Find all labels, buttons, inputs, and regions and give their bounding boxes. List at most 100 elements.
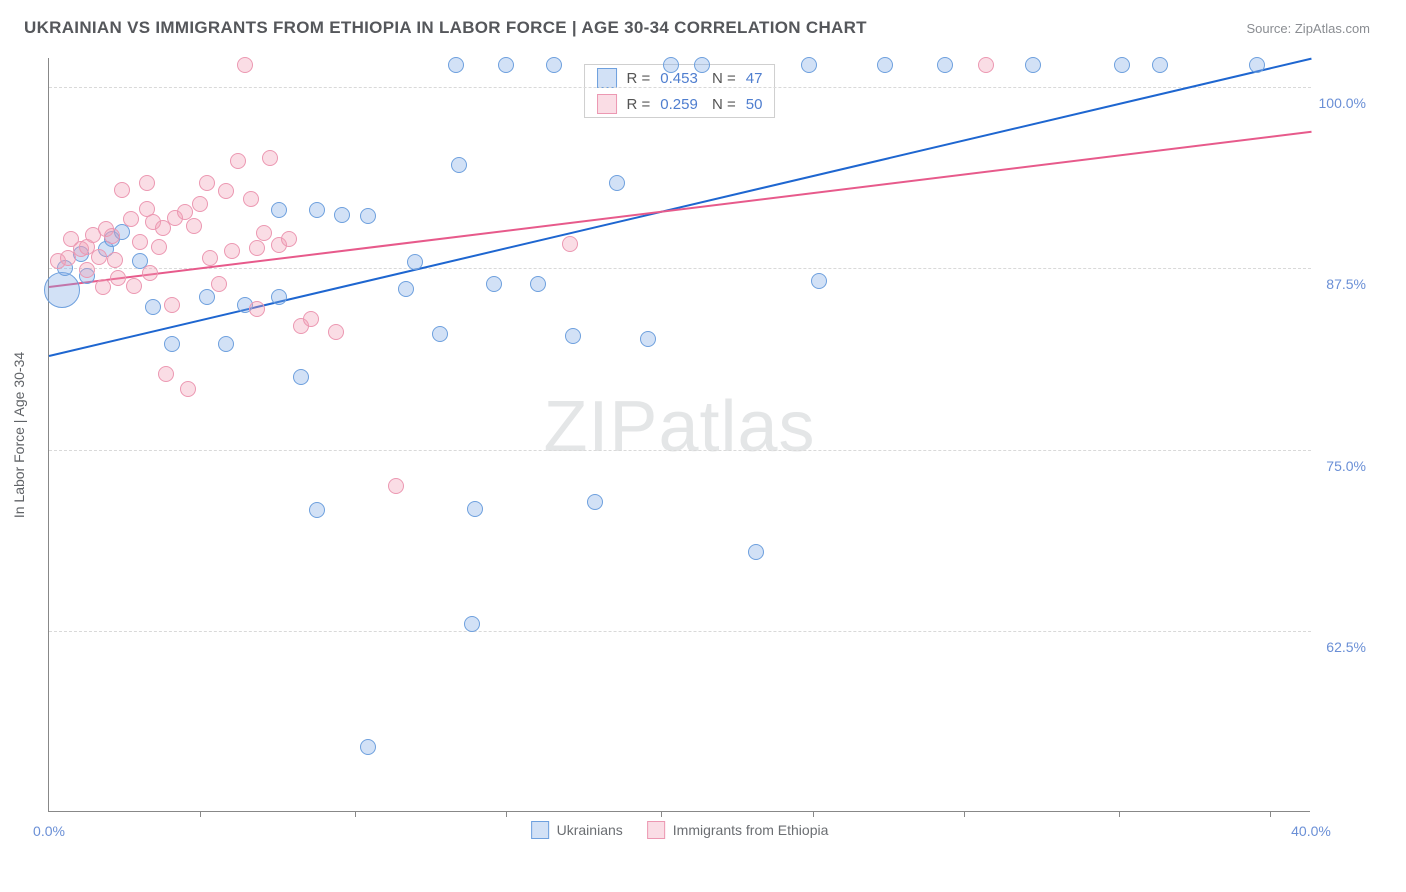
legend-item: Immigrants from Ethiopia (647, 821, 829, 839)
scatter-point (79, 262, 95, 278)
scatter-point (748, 544, 764, 560)
scatter-point (151, 239, 167, 255)
scatter-point (609, 175, 625, 191)
scatter-point (114, 182, 130, 198)
scatter-point (801, 57, 817, 73)
scatter-point (1025, 57, 1041, 73)
scatter-point (1152, 57, 1168, 73)
scatter-point (218, 336, 234, 352)
legend-item: Ukrainians (531, 821, 623, 839)
watermark-bold: ZIP (543, 387, 658, 467)
scatter-point (530, 276, 546, 292)
scatter-point (464, 616, 480, 632)
y-tick-label: 100.0% (1319, 95, 1366, 111)
gridline-h (49, 268, 1311, 269)
scatter-point (281, 231, 297, 247)
gridline-h (49, 450, 1311, 451)
x-tick (813, 811, 814, 817)
scatter-point (262, 150, 278, 166)
scatter-point (565, 328, 581, 344)
y-axis-label: In Labor Force | Age 30-34 (11, 351, 27, 517)
scatter-point (334, 207, 350, 223)
scatter-point (328, 324, 344, 340)
scatter-point (432, 326, 448, 342)
scatter-point (360, 739, 376, 755)
scatter-point (104, 228, 120, 244)
scatter-point (230, 153, 246, 169)
x-tick (1270, 811, 1271, 817)
scatter-point (309, 202, 325, 218)
stat-label: N = (708, 70, 736, 87)
x-max-label: 40.0% (1291, 823, 1331, 839)
scatter-point (398, 281, 414, 297)
stat-label: N = (708, 96, 736, 113)
scatter-point (546, 57, 562, 73)
legend-swatch-icon (531, 821, 549, 839)
scatter-point (451, 157, 467, 173)
scatter-point (91, 249, 107, 265)
legend-label: Ukrainians (557, 822, 623, 838)
scatter-point (663, 57, 679, 73)
scatter-point (937, 57, 953, 73)
scatter-point (192, 196, 208, 212)
scatter-point (110, 270, 126, 286)
scatter-point (293, 369, 309, 385)
stat-value: 0.259 (660, 96, 698, 113)
y-tick-label: 62.5% (1326, 639, 1366, 655)
stat-value: 47 (746, 70, 763, 87)
y-tick-label: 87.5% (1326, 276, 1366, 292)
scatter-point (640, 331, 656, 347)
scatter-point (218, 183, 234, 199)
scatter-point (1249, 57, 1265, 73)
scatter-point (107, 252, 123, 268)
plot-region: ZIPatlas R = 0.453 N = 47 R = 0.259 N = … (48, 58, 1310, 812)
scatter-point (164, 297, 180, 313)
scatter-point (249, 301, 265, 317)
scatter-point (126, 278, 142, 294)
scatter-point (237, 57, 253, 73)
stat-label: R = (627, 96, 651, 113)
scatter-point (486, 276, 502, 292)
scatter-point (1114, 57, 1130, 73)
scatter-point (199, 289, 215, 305)
scatter-point (164, 336, 180, 352)
x-tick (1119, 811, 1120, 817)
scatter-point (199, 175, 215, 191)
scatter-point (243, 191, 259, 207)
legend-stats-row: R = 0.259 N = 50 (585, 91, 775, 117)
scatter-point (360, 208, 376, 224)
watermark-thin: atlas (658, 387, 815, 467)
x-tick (964, 811, 965, 817)
legend-swatch-icon (597, 68, 617, 88)
chart-area: ZIPatlas R = 0.453 N = 47 R = 0.259 N = … (48, 58, 1368, 834)
scatter-point (186, 218, 202, 234)
scatter-point (388, 478, 404, 494)
scatter-point (562, 236, 578, 252)
legend-swatch-icon (647, 821, 665, 839)
scatter-point (95, 279, 111, 295)
scatter-point (303, 311, 319, 327)
x-tick (355, 811, 356, 817)
scatter-point (309, 502, 325, 518)
gridline-h (49, 631, 1311, 632)
scatter-point (142, 265, 158, 281)
scatter-point (123, 211, 139, 227)
x-tick (661, 811, 662, 817)
stat-label: R = (627, 70, 651, 87)
scatter-point (202, 250, 218, 266)
scatter-point (467, 501, 483, 517)
y-tick-label: 75.0% (1326, 458, 1366, 474)
scatter-point (132, 234, 148, 250)
scatter-point (177, 204, 193, 220)
legend-swatch-icon (597, 94, 617, 114)
scatter-point (145, 299, 161, 315)
scatter-point (180, 381, 196, 397)
scatter-point (587, 494, 603, 510)
scatter-point (44, 272, 80, 308)
scatter-point (448, 57, 464, 73)
scatter-point (158, 366, 174, 382)
x-tick (200, 811, 201, 817)
x-tick (506, 811, 507, 817)
scatter-point (249, 240, 265, 256)
chart-title: UKRAINIAN VS IMMIGRANTS FROM ETHIOPIA IN… (24, 18, 867, 38)
